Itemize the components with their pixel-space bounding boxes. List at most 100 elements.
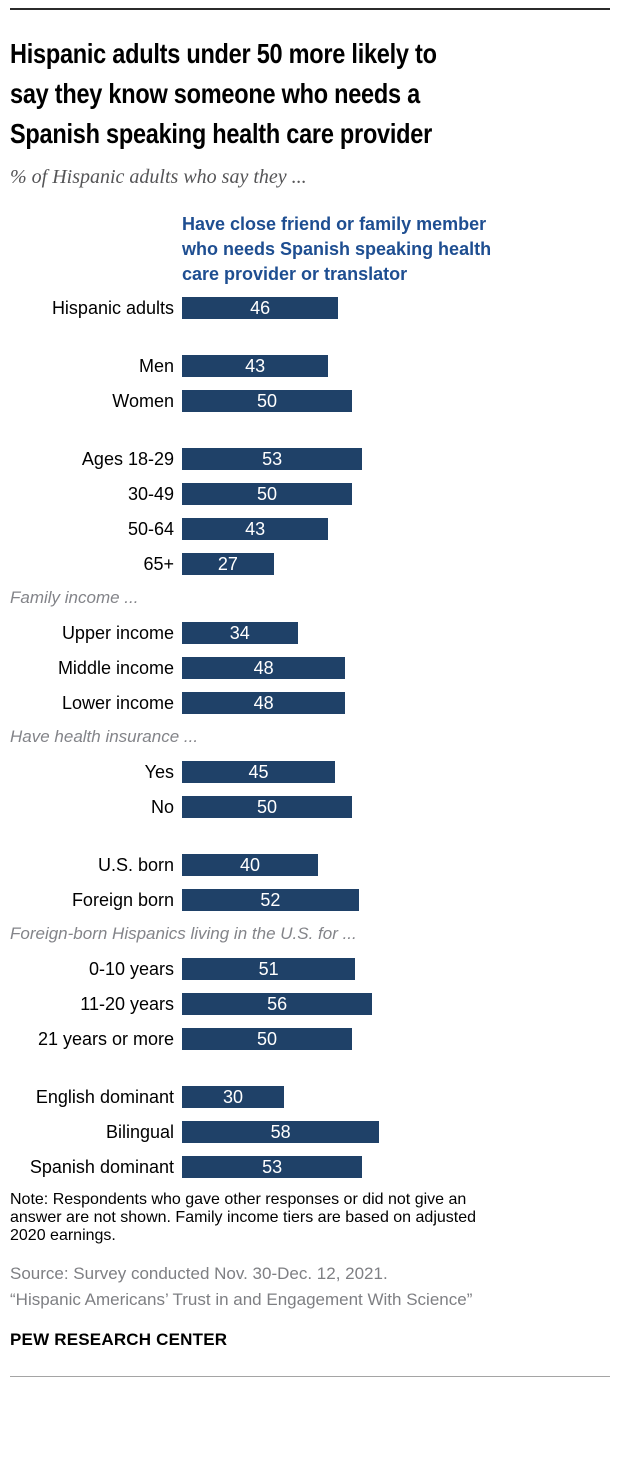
- value-label: 27: [217, 554, 238, 574]
- bar: 50: [182, 390, 352, 412]
- bar: 34: [182, 622, 298, 644]
- value-label: 48: [253, 693, 274, 713]
- bar: 56: [182, 993, 373, 1015]
- note-line: 2020 earnings.: [10, 1227, 116, 1244]
- bar-track: 50: [182, 483, 522, 505]
- bar: 51: [182, 958, 356, 980]
- bar: 46: [182, 297, 339, 319]
- bar-row: Yes 45: [10, 761, 610, 783]
- category-label: English dominant: [35, 1087, 174, 1107]
- bar-track: 45: [182, 761, 522, 783]
- bar-track: 34: [182, 622, 522, 644]
- chart-title-line: Hispanic adults under 50 more likely to: [10, 38, 437, 69]
- bar: 58: [182, 1121, 380, 1143]
- bar-row: Ages 18-29 53: [10, 448, 610, 470]
- category-label: U.S. born: [97, 855, 174, 875]
- value-label: 48: [253, 658, 274, 678]
- bar-row: Middle income 48: [10, 657, 610, 679]
- bar-group: Men 43 Women 50: [10, 355, 610, 412]
- bar-row: Spanish dominant 53: [10, 1156, 610, 1178]
- value-label: 46: [250, 298, 271, 318]
- bar-group: Ages 18-29 53 30-49 50 50-64 43 65+ 27: [10, 448, 610, 575]
- bar-group: Hispanic adults 46: [10, 297, 610, 319]
- bar-row: Hispanic adults 46: [10, 297, 610, 319]
- value-label: 43: [245, 356, 266, 376]
- value-label: 51: [258, 959, 279, 979]
- bar: 40: [182, 854, 318, 876]
- bar-group: Have health insurance ... Yes 45 No 50: [10, 727, 610, 818]
- footer: Note: Respondents who gave other respons…: [10, 1191, 610, 1350]
- series-header: Have close friend or family member who n…: [182, 212, 610, 287]
- bar-row: Lower income 48: [10, 692, 610, 714]
- section-label: Foreign-born Hispanics living in the U.S…: [10, 924, 357, 943]
- value-label: 40: [239, 855, 261, 875]
- bar: 43: [182, 518, 329, 540]
- bar-track: 50: [182, 796, 522, 818]
- bar-row: Foreign born 52: [10, 889, 610, 911]
- bar: 50: [182, 796, 352, 818]
- value-label: 56: [267, 994, 288, 1014]
- chart-title: Hispanic adults under 50 more likely to …: [10, 34, 610, 154]
- value-label: 50: [256, 797, 278, 817]
- category-label: Foreign born: [71, 890, 174, 910]
- bar: 53: [182, 448, 363, 470]
- bar-row: Men 43: [10, 355, 610, 377]
- category-label: 11-20 years: [80, 994, 174, 1014]
- category-label: No: [150, 797, 174, 817]
- section-label: Family income ...: [10, 588, 139, 607]
- category-label: Hispanic adults: [51, 298, 174, 318]
- bar-track: 43: [182, 518, 522, 540]
- bar: 45: [182, 761, 335, 783]
- bar-track: 50: [182, 1028, 522, 1050]
- category-label: Middle income: [57, 658, 174, 678]
- bar-track: 53: [182, 1156, 522, 1178]
- bar-track: 53: [182, 448, 522, 470]
- section-label: Have health insurance ...: [10, 727, 199, 746]
- bar: 43: [182, 355, 329, 377]
- value-label: 52: [260, 890, 281, 910]
- bar-row: No 50: [10, 796, 610, 818]
- category-label: Spanish dominant: [29, 1157, 174, 1177]
- series-header-line: Have close friend or family member: [182, 214, 487, 234]
- value-label: 50: [256, 391, 278, 411]
- bar: 53: [182, 1156, 363, 1178]
- source-text: Source: Survey conducted Nov. 30-Dec. 12…: [10, 1264, 388, 1283]
- bar-row: 21 years or more 50: [10, 1028, 610, 1050]
- chart-title-line: say they know someone who needs a: [10, 78, 420, 109]
- category-label: 21 years or more: [37, 1029, 174, 1049]
- bar: 50: [182, 1028, 352, 1050]
- bar-track: 48: [182, 657, 522, 679]
- bar-track: 48: [182, 692, 522, 714]
- bar-row: 50-64 43: [10, 518, 610, 540]
- bar: 52: [182, 889, 359, 911]
- bar-row: English dominant 30: [10, 1086, 610, 1108]
- category-label: Ages 18-29: [81, 449, 174, 469]
- bar: 27: [182, 553, 274, 575]
- note-line: Note: Respondents who gave other respons…: [10, 1191, 467, 1208]
- top-divider: [10, 8, 610, 10]
- category-label: 30-49: [127, 484, 174, 504]
- brand-label: PEW RESEARCH CENTER: [10, 1330, 228, 1349]
- bar-track: 40: [182, 854, 522, 876]
- bar: 30: [182, 1086, 284, 1108]
- bar-group: Foreign-born Hispanics living in the U.S…: [10, 924, 610, 1050]
- bar-track: 30: [182, 1086, 522, 1108]
- note-line: answer are not shown. Family income tier…: [10, 1209, 477, 1226]
- bar-row: 0-10 years 51: [10, 958, 610, 980]
- bar-track: 43: [182, 355, 522, 377]
- value-label: 30: [222, 1087, 244, 1107]
- bar-row: Upper income 34: [10, 622, 610, 644]
- series-header-line: who needs Spanish speaking health: [182, 239, 492, 259]
- bar: 48: [182, 657, 346, 679]
- category-label: Lower income: [61, 693, 174, 713]
- bar-chart: Hispanic adults 46 Men 43 Women 50 Ages 18-29 5…: [10, 297, 610, 1178]
- bar-track: 46: [182, 297, 522, 319]
- bar-track: 58: [182, 1121, 522, 1143]
- value-label: 58: [270, 1122, 291, 1142]
- value-label: 43: [245, 519, 266, 539]
- bar-group: Family income ... Upper income 34 Middle in…: [10, 588, 610, 714]
- category-label: Upper income: [61, 623, 174, 643]
- bar: 48: [182, 692, 346, 714]
- chart-subtitle: % of Hispanic adults who say they ...: [10, 166, 307, 188]
- bar-track: 27: [182, 553, 522, 575]
